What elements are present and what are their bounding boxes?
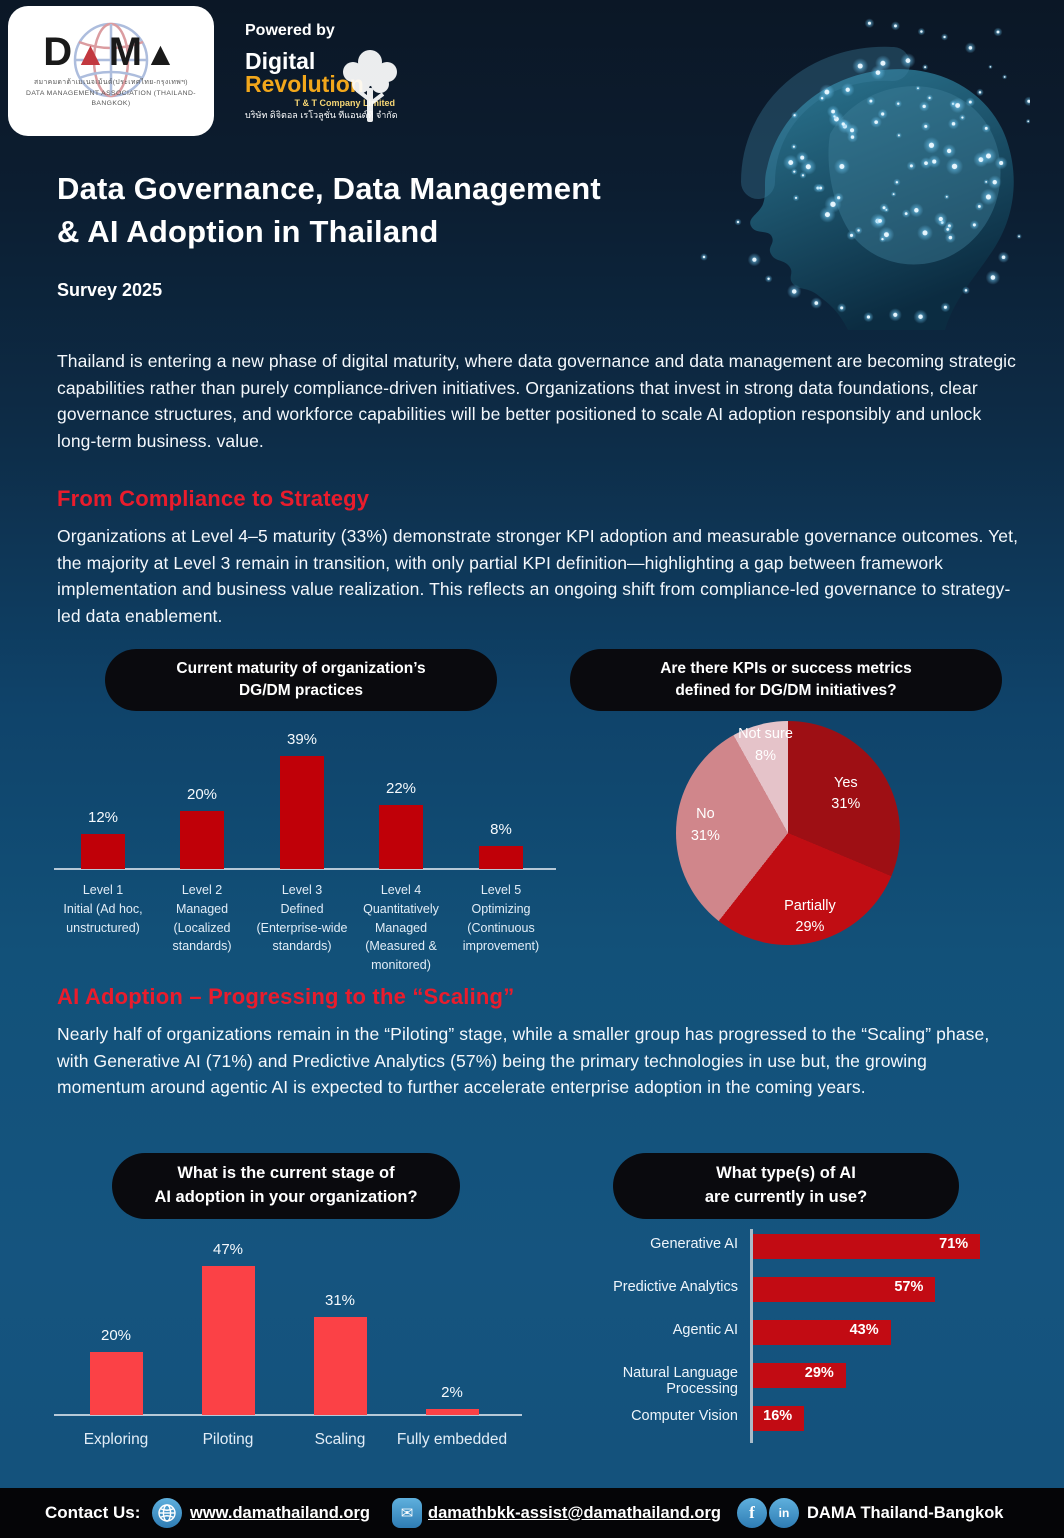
section-body-compliance: Organizations at Level 4–5 maturity (33%… — [57, 526, 1019, 626]
survey-year: Survey 2025 — [57, 280, 163, 300]
bar-agentic-ai — [753, 1319, 891, 1345]
hbar-category-label: Natural Language Processing — [622, 1365, 738, 1397]
facebook-icon[interactable]: f — [737, 1488, 767, 1538]
bar-category-label: Piloting — [202, 1431, 254, 1448]
hbar-category-label: Computer Vision — [631, 1408, 738, 1424]
footer-bar: Contact Us: www.damathailand.org ✉ damat… — [0, 1488, 1064, 1538]
section-heading-compliance: From Compliance to Strategy — [57, 486, 370, 511]
bar-category-label: Level 1 Initial (Ad hoc, unstructured) — [63, 883, 143, 935]
bar-piloting — [201, 1266, 255, 1415]
y-axis — [750, 1229, 753, 1443]
chart-title-kpi: Are there KPIs or success metrics define… — [570, 649, 1002, 711]
bar-category-label: Fully embedded — [396, 1431, 508, 1448]
intro-paragraph: Thailand is entering a new phase of digi… — [57, 351, 1016, 451]
bar-category-label: Exploring — [83, 1431, 149, 1448]
bar-category-label: Scaling — [314, 1431, 366, 1448]
email-link[interactable]: damathbkk-assist@damathailand.org — [428, 1503, 721, 1522]
x-axis — [54, 1414, 522, 1416]
dama-wordmark: D▲M▲ — [43, 29, 179, 74]
bar-value: 8% — [490, 820, 512, 838]
chart-title-ai-stage: What is the current stage of AI adoption… — [112, 1153, 460, 1219]
email-icon: ✉ — [392, 1488, 422, 1538]
pie-label-yes: Yes 31% — [831, 774, 861, 813]
pie-label-no: No 31% — [690, 806, 720, 845]
bar-value: 12% — [87, 809, 119, 827]
bar-category-label: Level 4 Quantitatively Managed (Measured… — [363, 883, 439, 972]
bar-category-label: Level 5 Optimizing (Continuous improveme… — [462, 883, 540, 954]
section-heading-ai-adoption: AI Adoption – Progressing to the “Scalin… — [57, 984, 515, 1009]
bar-value: 47% — [212, 1241, 244, 1258]
hbar-category-label: Agentic AI — [672, 1322, 738, 1338]
maturity-bar-chart: 12% Level 1 Initial (Ad hoc, unstructured… — [40, 700, 580, 985]
bar-value: 39% — [286, 730, 318, 748]
bar-natural-language-processing — [753, 1362, 846, 1388]
dr-wordmark-line2: Revolution — [245, 71, 364, 98]
pie-label-not-sure: Not sure 8% — [738, 726, 793, 765]
tree-icon — [343, 50, 397, 122]
hbar-value: 29% — [804, 1365, 834, 1381]
chart-title-ai-types: What type(s) of AI are currently in use? — [613, 1153, 959, 1219]
hbar-category-label: Predictive Analytics — [613, 1279, 738, 1295]
globe-icon — [73, 22, 149, 98]
bar-level-5 — [479, 845, 523, 869]
hbar-value: 71% — [939, 1236, 969, 1252]
website-link[interactable]: www.damathailand.org — [190, 1503, 370, 1522]
dama-subtitle: สมาคมดาต้าเมเนจเม้นต์(ประเทศไทย-กรุงเทพฯ… — [26, 78, 196, 108]
contact-us-label: Contact Us: — [45, 1503, 141, 1522]
bar-value: 31% — [324, 1291, 356, 1309]
bar-category-label: Level 3 Defined (Enterprise-wide standar… — [256, 883, 348, 954]
dr-company-line: T & T Company Limited — [294, 97, 395, 108]
bar-computer-vision — [753, 1405, 805, 1431]
hbar-value: 16% — [763, 1408, 793, 1424]
dama-logo-card: D▲M▲ สมาคมดาต้าเมเนจเม้นต์(ประเทศไทย-กรุ… — [8, 6, 214, 136]
bar-value: 22% — [385, 780, 417, 798]
bar-fully-embedded — [425, 1408, 479, 1415]
pie-label-partially: Partially 29% — [784, 897, 836, 936]
powered-by-label: Powered by — [245, 22, 335, 39]
kpi-pie-chart — [676, 721, 900, 945]
bar-value: 20% — [100, 1326, 132, 1344]
hbar-category-label: Generative AI — [650, 1236, 738, 1252]
ai-types-hbar-chart: Generative AI 71% Predictive Analytics 57% A… — [560, 1225, 1040, 1460]
social-account-name: DAMA Thailand-Bangkok — [807, 1503, 1004, 1522]
bar-generative-ai — [753, 1233, 981, 1259]
linkedin-icon[interactable]: in — [769, 1488, 799, 1538]
bar-value: 20% — [186, 786, 218, 803]
bar-level-4 — [379, 805, 423, 869]
hbar-value: 57% — [894, 1279, 924, 1295]
bar-exploring — [89, 1351, 143, 1415]
ai-head-illustration — [700, 18, 1030, 330]
bar-value: 2% — [441, 1383, 463, 1401]
digital-revolution-logo: Digital Revolution T & T Company Limited… — [245, 48, 398, 122]
page-title: Data Governance, Data Management & AI Ad… — [57, 171, 601, 249]
section-body-ai-adoption: Nearly half of organizations remain in t… — [57, 1024, 990, 1098]
bar-level-1 — [81, 834, 125, 869]
dr-wordmark-line1: Digital — [245, 48, 316, 74]
dr-thai-line: บริษัท ดิจิตอล เรโวลูชั่น ทีแอนด์ที จำกั… — [245, 110, 398, 121]
bar-category-label: Level 2 Managed (Localized standards) — [172, 883, 232, 954]
head-silhouette — [750, 69, 1014, 330]
ai-stage-bar-chart: 20% Exploring 47% Piloting 31% Scaling 2% Fully… — [40, 1230, 580, 1465]
bar-level-2 — [180, 811, 224, 869]
hbar-value: 43% — [849, 1322, 879, 1338]
globe-icon — [152, 1488, 182, 1538]
bar-predictive-analytics — [753, 1276, 936, 1302]
glow-dots — [700, 18, 1030, 324]
bar-scaling — [313, 1316, 367, 1415]
x-axis — [54, 868, 556, 870]
bar-level-3 — [280, 755, 324, 869]
chart-title-maturity: Current maturity of organization’s DG/DM… — [105, 649, 497, 711]
